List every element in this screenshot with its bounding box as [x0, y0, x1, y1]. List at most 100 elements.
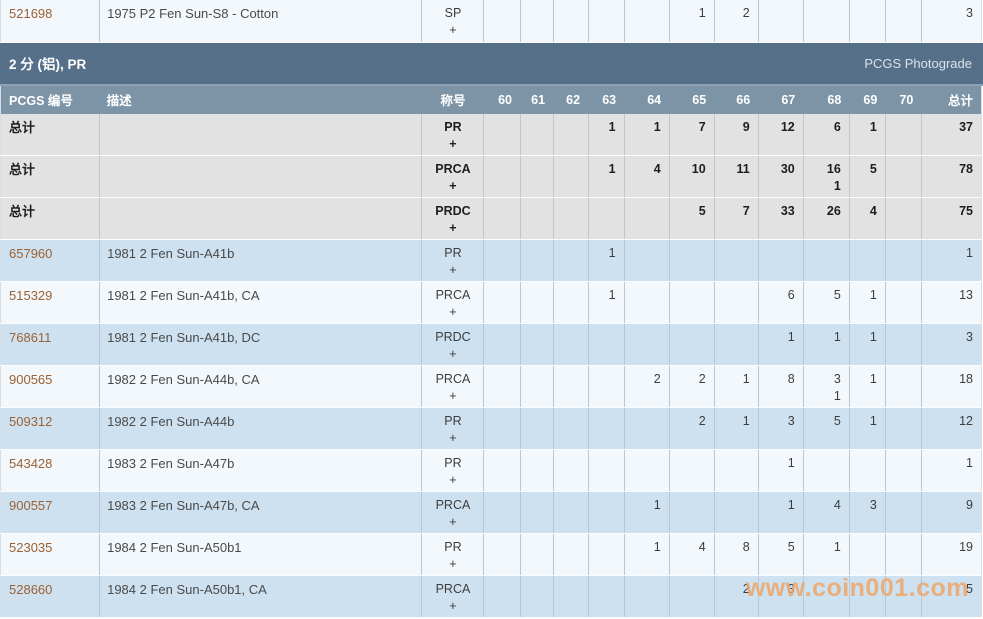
pcgs-number-link[interactable]: 515329	[9, 288, 53, 303]
table-row: 900557 1983 2 Fen Sun-A47b, CA PRCA +1 1 4 3 9	[0, 491, 982, 534]
pcgs-number-cell: 509312	[0, 407, 101, 450]
total-count-cell: 78	[921, 155, 982, 198]
grade-69-count-cell	[849, 575, 886, 618]
grade-68-count-cell: 6	[803, 113, 850, 156]
pcgs-number-link[interactable]: 657960	[9, 246, 53, 261]
description-cell: 1983 2 Fen Sun-A47b, CA	[99, 491, 423, 534]
grade-66-count-cell	[714, 239, 759, 282]
grade-69-count-cell	[849, 449, 886, 492]
grade-68-count-cell: 4	[803, 491, 850, 534]
grade-67-count-cell: 1	[758, 323, 804, 366]
grade-61-count-cell	[520, 365, 554, 408]
header-row: PCGS 编号 描述 称号 60 61 62 63 64 65 66 67 68 69 70 总计	[0, 85, 982, 114]
grade-60-count-cell	[483, 407, 521, 450]
grade-65-count-cell: 10	[669, 155, 715, 198]
pcgs-number-link[interactable]: 768611	[9, 330, 52, 345]
grade-62-count-cell	[553, 407, 589, 450]
designation-cell: PRCA +	[421, 155, 485, 198]
total-count-cell: 5	[921, 575, 982, 618]
grade-61-count-cell	[520, 0, 554, 43]
designation-cell: PR +	[421, 239, 485, 282]
grade-61-count-cell	[520, 575, 554, 618]
grade-64-count-cell: 1	[624, 113, 670, 156]
grade-63-count-cell	[588, 491, 625, 534]
grade-67-count-cell: 30	[758, 155, 804, 198]
grade-65-count-cell: 5	[669, 197, 715, 240]
grade-64-count-cell	[624, 281, 670, 324]
grade-62-count-cell	[553, 239, 589, 282]
grade-69-count-cell: 4	[849, 197, 886, 240]
grade-67-count-cell: 1	[758, 491, 804, 534]
grade-66-count-cell	[714, 449, 759, 492]
designation-cell: PRDC +	[421, 323, 485, 366]
grade-70-count-cell	[885, 575, 922, 618]
grade-67-count-cell	[758, 239, 804, 282]
grade-66-count-cell	[714, 281, 759, 324]
column-header-grade-64: 64	[624, 85, 670, 114]
description-cell	[99, 197, 423, 240]
pcgs-number-link[interactable]: 900565	[9, 372, 53, 387]
grade-66-count-cell	[714, 323, 759, 366]
table-row: 509312 1982 2 Fen Sun-A44b PR +2 1 3 5 1 12	[0, 407, 982, 450]
grade-61-count-cell	[520, 281, 554, 324]
total-count-cell: 9	[921, 491, 982, 534]
column-header-grade-61: 61	[520, 85, 554, 114]
pcgs-number-link[interactable]: 543428	[9, 456, 53, 471]
grade-70-count-cell	[885, 239, 922, 282]
grade-70-count-cell	[885, 281, 922, 324]
grade-68-count-cell: 1	[803, 533, 850, 576]
grade-65-count-cell	[669, 449, 715, 492]
grade-68-count-cell	[803, 0, 850, 43]
total-count-cell: 37	[921, 113, 982, 156]
pcgs-number-cell: 900557	[0, 491, 101, 534]
grade-65-count-cell: 2	[669, 365, 715, 408]
grade-70-count-cell	[885, 113, 922, 156]
grade-64-count-cell: 1	[624, 533, 670, 576]
designation-cell: PR +	[421, 113, 485, 156]
grade-60-count-cell	[483, 491, 521, 534]
grade-66-count-cell: 2	[714, 575, 759, 618]
grade-60-count-cell	[483, 281, 521, 324]
grade-64-count-cell	[624, 575, 670, 618]
grade-69-count-cell: 1	[849, 365, 886, 408]
description-cell: 1982 2 Fen Sun-A44b, CA	[99, 365, 423, 408]
pcgs-number-link[interactable]: 521698	[9, 6, 53, 21]
grade-62-count-cell	[553, 323, 589, 366]
grade-66-count-cell: 2	[714, 0, 759, 43]
pcgs-number-link[interactable]: 523035	[9, 540, 53, 555]
grade-67-count-cell	[758, 0, 804, 43]
description-cell: 1984 2 Fen Sun-A50b1, CA	[99, 575, 423, 618]
pcgs-number-link[interactable]: 900557	[9, 498, 53, 513]
description-cell: 1982 2 Fen Sun-A44b	[99, 407, 423, 450]
table-row: 543428 1983 2 Fen Sun-A47b PR + 1 1	[0, 449, 982, 492]
description-cell	[99, 155, 423, 198]
grade-65-count-cell: 1	[669, 0, 715, 43]
grade-62-count-cell	[553, 533, 589, 576]
grade-62-count-cell	[553, 281, 589, 324]
table-row: 521698 1975 P2 Fen Sun-S8 - Cotton SP + 1 2 3	[0, 0, 982, 43]
pcgs-number-cell: 900565	[0, 365, 101, 408]
column-header-grade-68: 68	[803, 85, 850, 114]
pcgs-number-link[interactable]: 528660	[9, 582, 53, 597]
table-row: 657960 1981 2 Fen Sun-A41b PR + 1 1	[0, 239, 982, 282]
designation-cell: PR +	[421, 449, 485, 492]
grade-60-count-cell	[483, 0, 521, 43]
total-count-cell: 1	[921, 449, 982, 492]
total-count-cell: 3	[921, 0, 982, 43]
grade-67-count-cell: 12	[758, 113, 804, 156]
column-header-total: 总计	[921, 85, 982, 114]
grade-65-count-cell	[669, 281, 715, 324]
grade-62-count-cell	[553, 575, 589, 618]
grade-66-count-cell: 11	[714, 155, 759, 198]
column-header-grade-65: 65	[669, 85, 715, 114]
column-header-grade-63: 63	[588, 85, 625, 114]
grade-64-count-cell	[624, 323, 670, 366]
grade-69-count-cell: 5	[849, 155, 886, 198]
grade-66-count-cell: 1	[714, 407, 759, 450]
description-cell: 1981 2 Fen Sun-A41b, CA	[99, 281, 423, 324]
grade-63-count-cell	[588, 449, 625, 492]
grade-61-count-cell	[520, 155, 554, 198]
pcgs-photograde-link[interactable]: PCGS Photograde	[864, 55, 972, 71]
pcgs-number-cell: 总计	[0, 197, 101, 240]
pcgs-number-link[interactable]: 509312	[9, 414, 53, 429]
